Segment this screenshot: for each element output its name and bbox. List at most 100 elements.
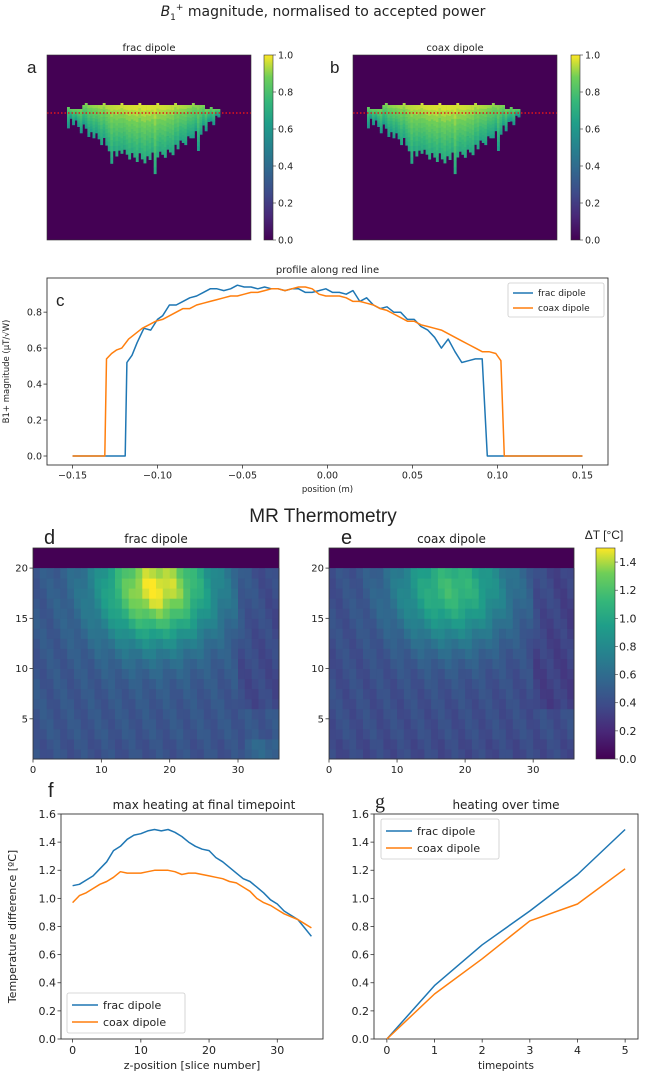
heatmap-cell <box>499 698 507 710</box>
heatmap-cell <box>451 618 459 629</box>
heatmap-cell <box>478 638 486 649</box>
heatmap-cell <box>507 116 511 119</box>
heatmap-cell <box>191 110 195 114</box>
heatmap-cell <box>156 130 160 136</box>
heatmap-cell <box>115 135 119 142</box>
heatmap-cell <box>46 638 54 649</box>
heatmap-cell <box>342 588 350 599</box>
heatmap-cell <box>514 109 518 111</box>
heatmap-cell <box>453 125 457 133</box>
heatmap-cell <box>560 588 568 599</box>
heatmap-cell <box>369 688 378 700</box>
heatmap-cell <box>376 668 384 680</box>
heatmap-cell <box>560 688 568 700</box>
heatmap-cell <box>372 116 375 119</box>
heatmap-cell <box>272 728 280 740</box>
heatmap-cell <box>251 648 259 659</box>
heatmap-cell <box>258 749 266 760</box>
heatmap-cell <box>458 109 462 115</box>
series-line-coax-dipole <box>386 868 626 1040</box>
heatmap-cell <box>458 678 466 690</box>
heatmap-cell <box>494 110 498 114</box>
heatmap-cell <box>80 638 89 649</box>
heatmap-cell <box>186 129 190 134</box>
heatmap-cell <box>526 658 534 669</box>
heatmap-cell <box>526 749 534 760</box>
heatmap-cell <box>194 110 198 114</box>
heatmap-cell <box>186 108 190 112</box>
heatmap-cell <box>80 728 89 740</box>
heatmap-cell <box>444 578 452 589</box>
heatmap-cell <box>112 109 116 115</box>
heatmap-cell <box>349 598 357 609</box>
heatmap-cell <box>458 688 466 700</box>
heatmap-cell <box>335 688 344 700</box>
x-tick-label: −0.10 <box>143 471 172 482</box>
heatmap-cell <box>186 126 190 131</box>
heatmap-cell <box>444 628 452 639</box>
heatmap-cell <box>46 608 54 619</box>
heatmap-cell <box>458 618 466 629</box>
heatmap-cell <box>100 124 104 130</box>
y-tick-label: 0.0 <box>27 451 42 462</box>
heatmap-cell <box>514 109 518 110</box>
heatmap-cell <box>169 658 177 669</box>
heatmap-cell <box>74 119 78 121</box>
heatmap-cell <box>453 111 457 120</box>
heatmap-cell <box>456 108 460 115</box>
heatmap-cell <box>372 121 375 124</box>
heatmap-cell <box>443 128 447 135</box>
heatmap-cell <box>140 148 144 154</box>
heatmap-cell <box>546 608 555 619</box>
heatmap-cell <box>46 618 54 629</box>
heatmap-cell <box>186 105 190 109</box>
heatmap-cell <box>53 568 61 579</box>
heatmap-cell <box>519 658 527 669</box>
heatmap-cell <box>502 105 505 108</box>
heatmap-cell <box>456 140 460 147</box>
heatmap-cell <box>440 115 444 122</box>
heatmap-cell <box>476 131 480 137</box>
heatmap-cell <box>430 133 434 139</box>
heatmap-cell <box>492 688 500 700</box>
heatmap-cell <box>526 618 534 629</box>
heatmap-cell <box>420 128 424 134</box>
heatmap-cell <box>499 718 507 730</box>
heatmap-cell <box>410 145 414 153</box>
x-tick-label: 1 <box>431 1044 438 1057</box>
heatmap-cell <box>163 115 167 122</box>
heatmap-cell <box>197 598 205 609</box>
heatmap-cell <box>461 139 465 145</box>
heatmap-cell <box>502 113 505 116</box>
heatmap-cell <box>171 105 175 111</box>
heatmap-cell <box>82 108 86 112</box>
heatmap-cell <box>438 132 442 139</box>
heatmap-cell <box>437 749 446 760</box>
heatmap-cell <box>446 105 449 111</box>
heatmap-cell <box>74 109 78 111</box>
heatmap-cell <box>471 129 475 136</box>
heatmap-cell <box>474 123 477 129</box>
heatmap-cell <box>478 708 486 720</box>
heatmap-cell <box>376 658 384 669</box>
heatmap-cell <box>33 678 41 690</box>
heatmap-cell <box>203 598 212 609</box>
heatmap-cell <box>514 114 518 116</box>
heatmap-cell <box>430 114 434 120</box>
heatmap-cell <box>84 105 88 109</box>
heatmap-cell <box>74 598 82 609</box>
heatmap-cell <box>540 698 548 710</box>
heatmap-cell <box>417 568 425 579</box>
heatmap-cell <box>166 105 170 110</box>
heatmap-cell <box>440 153 444 160</box>
heatmap-cell <box>485 698 493 710</box>
heatmap-cell <box>74 648 82 659</box>
heatmap-cell <box>481 105 485 110</box>
heatmap-cell <box>101 668 109 680</box>
heatmap-cell <box>123 109 126 115</box>
heatmap-cell <box>369 109 373 111</box>
heatmap-cell <box>190 598 198 609</box>
heatmap-cell <box>163 110 167 116</box>
heatmap-cell <box>176 131 180 137</box>
